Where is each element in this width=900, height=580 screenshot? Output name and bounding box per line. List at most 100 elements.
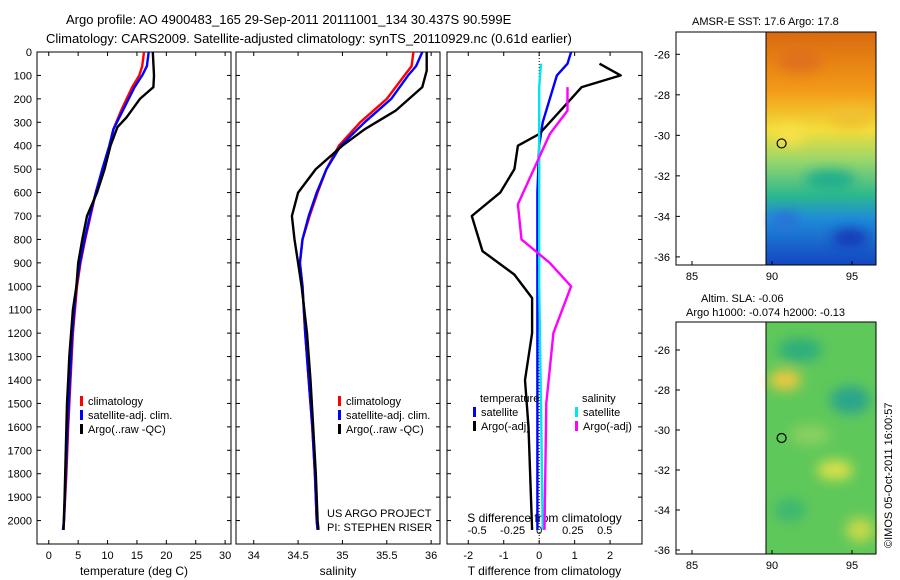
y-tick-label: 1200 (8, 328, 32, 340)
sla-map-axes: -26 -28 -30 -32 -34 -36 85 90 95 (654, 345, 858, 572)
y-tick-label: 1900 (8, 492, 32, 504)
y-tick-label: 1400 (8, 375, 32, 387)
sst-map-axes: -26 -28 -30 -32 -34 -36 85 90 95 (654, 49, 858, 283)
y-tick-label: 1300 (8, 352, 32, 364)
y-tick-label: 1700 (8, 445, 32, 457)
x-tick-label: 0 (536, 550, 542, 562)
map-x-tick-label: 95 (846, 560, 858, 572)
map-y-tick-label: -30 (654, 425, 670, 437)
x-tick-label: 10 (101, 550, 113, 562)
sla-map-frame (675, 321, 877, 555)
legend-swatch (80, 410, 83, 420)
sla-map: Altim. SLA: -0.06 Argo h1000: -0.074 h20… (654, 293, 877, 572)
map-y-tick-label: -28 (654, 90, 670, 102)
series-line-argo-raw-qc- (62, 51, 156, 530)
x-tick-label: 1 (572, 550, 578, 562)
x-tick-label: 34 (248, 550, 260, 562)
legend-label: Argo(-adj) (481, 421, 530, 433)
legend-swatch (473, 421, 476, 431)
x-tick-label: 34.5 (287, 550, 308, 562)
x-tick-label: 20 (160, 550, 172, 562)
x-axis-label: T difference from climatology (468, 564, 622, 578)
plot-frame (446, 51, 643, 545)
map-y-tick-label: -32 (654, 465, 670, 477)
legend-label: climatology (88, 396, 144, 408)
legend-title-temperature: temperature (480, 393, 539, 405)
sst-map-frame (675, 31, 877, 266)
x2-tick-label: 0 (536, 525, 542, 537)
x2-tick-label: 0.5 (597, 525, 612, 537)
sla-map-title-line1: Altim. SLA: -0.06 (701, 293, 784, 305)
y-tick-label: 200 (14, 94, 32, 106)
map-x-tick-label: 85 (686, 560, 698, 572)
map-y-tick-label: -36 (654, 545, 670, 557)
sla-map-title-line2: Argo h1000: -0.074 h2000: -0.13 (686, 307, 845, 319)
x-tick-label: 2 (607, 550, 613, 562)
x-tick-label: 0 (46, 550, 52, 562)
legend-label: satellite (583, 407, 620, 419)
y-tick-label: 600 (14, 188, 32, 200)
y-tick-label: 800 (14, 234, 32, 246)
project-label: US ARGO PROJECT (327, 508, 432, 520)
legend-swatch (338, 396, 341, 406)
map-y-tick-label: -28 (654, 385, 670, 397)
map-y-tick-label: -26 (654, 345, 670, 357)
credit-text: ©IMOS 05-Oct-2011 16:00:57 (883, 403, 895, 548)
legend-label: Argo(..raw -QC) (346, 424, 424, 436)
map-x-tick-label: 85 (686, 271, 698, 283)
x-tick-label: 35 (336, 550, 348, 562)
series-line-satellite (536, 51, 573, 530)
legend-title-salinity: salinity (582, 393, 616, 405)
x2-tick-label: -0.25 (500, 525, 525, 537)
x-tick-label: 35.5 (376, 550, 397, 562)
x2-tick-label: 0.25 (562, 525, 583, 537)
map-x-tick-label: 90 (766, 560, 778, 572)
series-line-climatology (298, 51, 415, 531)
series-line-argo-adj- (470, 62, 622, 530)
legend-swatch (338, 424, 341, 434)
legend-label: satellite-adj. clim. (346, 410, 430, 422)
salinity-panel: 34 34.5 35 35.5 36 salinity climatology satelli… (235, 51, 441, 578)
legend-swatch (575, 407, 578, 417)
x-tick-label: 36 (425, 550, 437, 562)
map-y-tick-label: -26 (654, 49, 670, 61)
sst-map-title: AMSR-E SST: 17.6 Argo: 17.8 (692, 16, 839, 28)
legend-label: Argo(-adj) (583, 421, 632, 433)
map-y-tick-label: -34 (654, 211, 670, 223)
legend-label: satellite-adj. clim. (88, 410, 172, 422)
y-tick-label: 400 (14, 141, 32, 153)
y-tick-label: 500 (14, 164, 32, 176)
y-tick-label: 900 (14, 258, 32, 270)
argo-position-marker (776, 138, 787, 149)
sst-map: AMSR-E SST: 17.6 Argo: 17.8 -26 -28 -30 -32… (654, 16, 877, 283)
map-x-tick-label: 90 (766, 271, 778, 283)
y-tick-label: 1800 (8, 469, 32, 481)
map-y-tick-label: -30 (654, 130, 670, 142)
legend-swatch (575, 421, 578, 431)
argo-position-marker (776, 432, 787, 444)
series-line-argo-raw-qc- (290, 52, 428, 531)
y-tick-label: 1500 (8, 398, 32, 410)
y-tick-label: 1000 (8, 281, 32, 293)
legend-swatch (338, 410, 341, 420)
plot-frame (235, 51, 441, 545)
x-tick-label: -1 (499, 550, 509, 562)
series-line-argo-adj- (516, 87, 573, 530)
legend-label: climatology (346, 396, 402, 408)
y-tick-label: 2000 (8, 516, 32, 528)
y-tick-label: 0 (26, 47, 32, 59)
y-tick-label: 300 (14, 117, 32, 129)
x2-tick-label: -0.5 (468, 525, 487, 537)
map-y-tick-label: -36 (654, 252, 670, 264)
plot-frame (36, 51, 232, 545)
figure-title-line1: Argo profile: AO 4900483_165 29-Sep-2011… (66, 12, 512, 27)
map-y-tick-label: -32 (654, 171, 670, 183)
pi-label: PI: STEPHEN RISER (327, 522, 432, 534)
sla-map-texture (769, 338, 874, 542)
x-axis-label: temperature (deg C) (80, 564, 188, 578)
temperature-panel: 0100200300400500600700800900100011001200… (8, 47, 232, 578)
x-tick-label: 15 (131, 550, 143, 562)
legend-label: Argo(..raw -QC) (88, 424, 166, 436)
figure-title-line2: Climatology: CARS2009. Satellite-adjuste… (46, 31, 572, 46)
